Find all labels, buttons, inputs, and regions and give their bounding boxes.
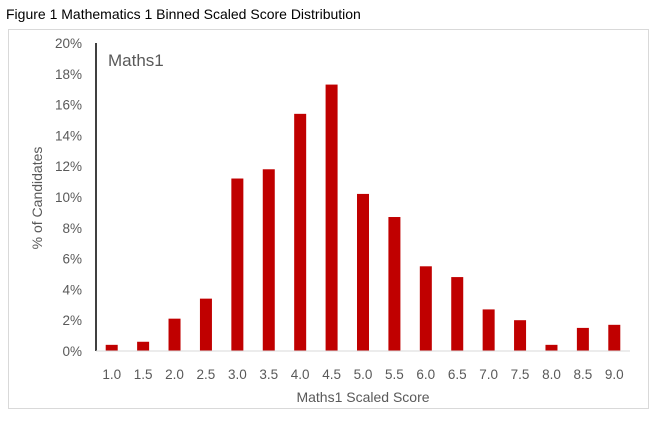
x-tick-label: 3.5 (259, 367, 278, 382)
x-tick-label: 3.0 (228, 367, 247, 382)
x-tick-label: 6.0 (416, 367, 435, 382)
x-tick-label: 1.5 (134, 367, 153, 382)
y-axis-label: % of Candidates (29, 147, 45, 250)
x-axis-ticks: 1.0 1.5 2.0 2.5 3.0 3.5 4.0 4.5 5.0 5.5 6.0 6.5 7.0 7… (102, 367, 623, 382)
bar-7.5 (514, 320, 527, 351)
x-tick-label: 4.0 (291, 367, 310, 382)
x-tick-label: 4.5 (322, 367, 341, 382)
x-tick-label: 9.0 (605, 367, 624, 382)
bar-5.5 (388, 217, 401, 351)
bar-9.0 (608, 324, 621, 351)
y-tick-label: 10% (55, 190, 82, 205)
x-axis-label: Maths1 Scaled Score (296, 389, 429, 405)
y-tick-label: 4% (62, 282, 82, 297)
y-tick-label: 16% (55, 98, 82, 113)
y-tick-label: 20% (55, 36, 82, 51)
x-tick-label: 7.0 (479, 367, 498, 382)
x-tick-label: 7.5 (511, 367, 530, 382)
x-tick-label: 8.0 (542, 367, 561, 382)
x-tick-label: 2.0 (165, 367, 184, 382)
bar-6.0 (419, 266, 432, 351)
bar-8.5 (576, 327, 589, 351)
bar-8.0 (545, 344, 558, 351)
y-tick-label: 14% (55, 128, 82, 143)
bar-3.5 (262, 169, 275, 351)
y-tick-label: 8% (62, 221, 82, 236)
y-tick-label: 12% (55, 159, 82, 174)
y-axis-ticks: 0% 2% 4% 6% 8% 10% 12% 14% 16% 18% 20% (55, 36, 82, 359)
chart-title: Maths1 (108, 51, 164, 70)
x-tick-label: 2.5 (197, 367, 216, 382)
bar-4.5 (325, 84, 338, 351)
bar-2.0 (168, 318, 181, 351)
bar-3.0 (231, 178, 244, 351)
bar-7.0 (482, 309, 495, 351)
x-tick-label: 1.0 (102, 367, 121, 382)
y-tick-label: 18% (55, 67, 82, 82)
bar-1.5 (137, 341, 150, 351)
y-tick-label: 6% (62, 252, 82, 267)
x-tick-label: 5.5 (385, 367, 404, 382)
y-tick-label: 0% (62, 344, 82, 359)
x-tick-label: 8.5 (573, 367, 592, 382)
bar-1.0 (105, 344, 118, 351)
bars (105, 84, 621, 351)
x-tick-label: 5.0 (354, 367, 373, 382)
x-tick-label: 6.5 (448, 367, 467, 382)
bar-2.5 (199, 298, 212, 351)
bar-4.0 (294, 113, 307, 351)
bar-6.5 (451, 277, 464, 351)
bar-5.0 (357, 193, 369, 351)
figure-caption: Figure 1 Mathematics 1 Binned Scaled Sco… (6, 6, 361, 22)
y-tick-label: 2% (62, 313, 82, 328)
